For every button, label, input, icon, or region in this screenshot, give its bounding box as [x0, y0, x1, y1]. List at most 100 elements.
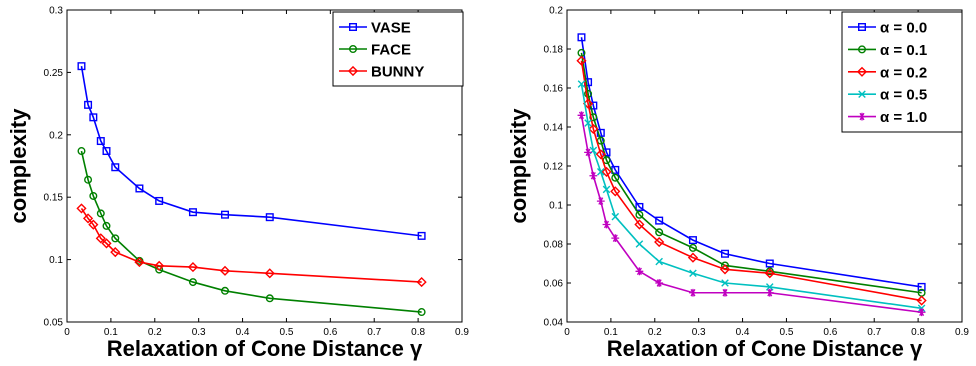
- x-tick-label: 0.1: [604, 327, 618, 338]
- data-point: [635, 210, 644, 219]
- data-point: [265, 294, 274, 303]
- data-point: [655, 279, 664, 287]
- data-point: [135, 184, 144, 193]
- data-point: [416, 276, 427, 288]
- data-point: [89, 113, 98, 122]
- x-axis-title: Relaxation of Cone Distance γ: [107, 336, 423, 361]
- data-point: [596, 197, 605, 205]
- x-tick-label: 0.5: [279, 327, 293, 338]
- legend-item: FACE: [339, 42, 411, 59]
- data-point: [611, 212, 620, 221]
- data-point: [96, 209, 105, 218]
- y-tick-label: 0.18: [544, 45, 564, 56]
- data-point: [611, 234, 620, 243]
- data-point: [110, 247, 121, 258]
- data-point: [634, 219, 645, 230]
- data-point: [111, 234, 120, 243]
- data-point: [917, 282, 926, 291]
- data-point: [265, 213, 274, 222]
- data-point: [577, 111, 586, 120]
- data-point: [595, 149, 606, 160]
- x-tick-label: 0.9: [455, 327, 469, 338]
- data-point: [610, 186, 621, 197]
- chart-left: 0 0.1 0.2 0.3 0.4 0.5 0.6 0.7 0.8 0.9 0.05 0.1 0.15 0…: [6, 6, 469, 362]
- data-point: [765, 267, 774, 276]
- y-tick-label: 0.2: [49, 130, 63, 141]
- y-tick-label: 0.12: [544, 162, 564, 173]
- series--0-0: [577, 33, 926, 291]
- legend: VASE FACE BUNNY: [332, 11, 464, 87]
- legend-label: α = 1.0: [880, 109, 927, 126]
- x-tick-label: 0.3: [692, 327, 706, 338]
- data-point: [916, 295, 927, 306]
- legend-label: α = 0.1: [880, 42, 927, 59]
- y-tick-label: 0.16: [544, 84, 564, 95]
- data-point: [102, 221, 111, 230]
- y-axis-title: complexity: [6, 108, 31, 224]
- y-axis-title: complexity: [506, 108, 531, 224]
- x-tick-label: 0.1: [104, 327, 118, 338]
- data-point: [721, 288, 729, 297]
- data-point: [589, 171, 598, 180]
- data-point: [689, 269, 697, 278]
- series--0-2: [576, 55, 927, 306]
- data-point: [102, 147, 111, 156]
- x-tick-label: 0.4: [736, 327, 750, 338]
- series--1-0: [577, 111, 926, 317]
- series-vase: [77, 62, 426, 240]
- data-point: [84, 175, 93, 184]
- data-point: [655, 257, 663, 266]
- data-point: [917, 308, 926, 317]
- x-tick-label: 0.2: [148, 327, 162, 338]
- data-point: [417, 308, 426, 317]
- data-point: [719, 264, 731, 275]
- series-line: [580, 60, 922, 302]
- y-tick-label: 0.08: [544, 240, 564, 251]
- y-tick-label: 0.15: [44, 193, 64, 204]
- series-line: [580, 115, 922, 314]
- data-point: [689, 288, 697, 297]
- series-bunny: [76, 203, 427, 288]
- y-tick-label: 0.1: [549, 201, 563, 212]
- data-point: [655, 216, 664, 225]
- x-tick-label: 0.6: [323, 327, 337, 338]
- data-point: [584, 119, 592, 127]
- data-point: [602, 185, 611, 194]
- data-point: [95, 233, 106, 244]
- legend-label: VASE: [371, 20, 411, 37]
- data-point: [188, 278, 197, 287]
- x-tick-label: 0.8: [411, 327, 425, 338]
- series-face: [77, 147, 426, 317]
- y-tick-label: 0.04: [544, 318, 564, 329]
- data-point: [584, 148, 592, 157]
- data-point: [577, 33, 586, 42]
- legend-label: α = 0.5: [880, 87, 927, 104]
- legend-item: α = 1.0: [848, 109, 927, 126]
- legend-marker: [858, 23, 867, 32]
- data-point: [611, 173, 620, 182]
- y-tick-label: 0.14: [544, 123, 564, 134]
- legend-marker: [858, 112, 866, 121]
- x-tick-label: 0.8: [911, 327, 925, 338]
- legend-marker: [856, 66, 868, 77]
- x-tick-label: 0.7: [367, 327, 381, 338]
- chart-right: 0 0.1 0.2 0.3 0.4 0.5 0.6 0.7 0.8 0.9 0.04 0.06 0.08…: [506, 6, 969, 362]
- series-line: [80, 207, 422, 283]
- series-line: [80, 150, 422, 313]
- legend-item: BUNNY: [339, 64, 424, 81]
- data-point: [765, 259, 774, 268]
- series--0-5: [577, 80, 926, 313]
- data-point: [417, 231, 426, 240]
- x-tick-label: 0: [64, 327, 70, 338]
- data-point: [84, 100, 93, 109]
- data-point: [77, 62, 86, 71]
- data-point: [188, 208, 197, 217]
- data-point: [155, 196, 164, 205]
- legend-item: α = 0.0: [848, 20, 927, 37]
- data-point: [584, 89, 593, 98]
- x-tick-label: 0.4: [236, 327, 250, 338]
- x-tick-label: 0.6: [823, 327, 837, 338]
- y-tick-label: 0.3: [49, 6, 63, 17]
- data-point: [76, 203, 87, 214]
- legend-item: α = 0.1: [848, 42, 927, 59]
